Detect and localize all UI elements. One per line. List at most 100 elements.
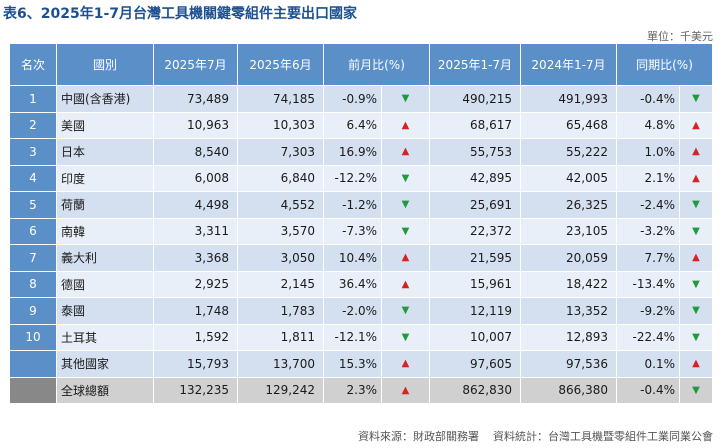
mom-pct-cell: 6.4% <box>323 111 382 139</box>
table-row: 1 中國(含香港) 73,489 74,185 -0.9% ▼ 490,215 491,993… <box>9 85 713 113</box>
yoy-pct-cell: -0.4% <box>616 376 680 404</box>
table-row: 其他國家 15,793 13,700 15.3% ▲ 97,605 97,536 0.1% ▲ <box>9 350 713 378</box>
ytd-2024-cell: 20,059 <box>520 244 617 272</box>
rank-cell: 4 <box>9 164 57 192</box>
country-cell: 中國(含香港) <box>56 85 154 113</box>
down-arrow-icon: ▼ <box>679 217 713 245</box>
down-arrow-icon: ▼ <box>679 191 713 219</box>
down-arrow-icon: ▼ <box>679 297 713 325</box>
yoy-pct-cell: 4.8% <box>616 111 680 139</box>
country-cell: 土耳其 <box>56 323 154 351</box>
up-arrow-icon: ▲ <box>381 270 430 298</box>
header-country: 國別 <box>56 43 154 86</box>
export-table: 名次 國別 2025年7月 2025年6月 前月比(%) 2025年1-7月 2… <box>9 43 713 404</box>
jul-2025-cell: 8,540 <box>153 138 238 166</box>
header-ytd-2025: 2025年1-7月 <box>429 43 521 86</box>
jul-2025-cell: 4,498 <box>153 191 238 219</box>
up-arrow-icon: ▲ <box>381 138 430 166</box>
mom-pct-cell: 10.4% <box>323 244 382 272</box>
ytd-2024-cell: 97,536 <box>520 350 617 378</box>
rank-cell <box>9 350 57 378</box>
down-arrow-icon: ▼ <box>381 297 430 325</box>
rank-cell: 7 <box>9 244 57 272</box>
table-row: 5 荷蘭 4,498 4,552 -1.2% ▼ 25,691 26,325 -2.4% ▼ <box>9 191 713 219</box>
rank-cell: 5 <box>9 191 57 219</box>
table-row: 4 印度 6,008 6,840 -12.2% ▼ 42,895 42,005 2.1% ▲ <box>9 164 713 192</box>
yoy-pct-cell: 7.7% <box>616 244 680 272</box>
rank-cell: 10 <box>9 323 57 351</box>
up-arrow-icon: ▲ <box>381 111 430 139</box>
jul-2025-cell: 6,008 <box>153 164 238 192</box>
up-arrow-icon: ▲ <box>679 164 713 192</box>
mom-pct-cell: -0.9% <box>323 85 382 113</box>
rank-cell: 3 <box>9 138 57 166</box>
source-text: 資料來源：財政部關務署 <box>358 430 479 443</box>
yoy-pct-cell: 0.1% <box>616 350 680 378</box>
table-row: 10 土耳其 1,592 1,811 -12.1% ▼ 10,007 12,893 -22.4%… <box>9 323 713 351</box>
table-row: 6 南韓 3,311 3,570 -7.3% ▼ 22,372 23,105 -3.2% ▼ <box>9 217 713 245</box>
up-arrow-icon: ▲ <box>679 244 713 272</box>
ytd-2024-cell: 26,325 <box>520 191 617 219</box>
ytd-2024-cell: 13,352 <box>520 297 617 325</box>
ytd-2024-cell: 18,422 <box>520 270 617 298</box>
up-arrow-icon: ▲ <box>679 138 713 166</box>
jun-2025-cell: 74,185 <box>237 85 324 113</box>
jul-2025-cell: 15,793 <box>153 350 238 378</box>
rank-cell: 6 <box>9 217 57 245</box>
ytd-2025-cell: 490,215 <box>429 85 521 113</box>
jun-2025-cell: 2,145 <box>237 270 324 298</box>
up-arrow-icon: ▲ <box>381 376 430 404</box>
country-cell: 義大利 <box>56 244 154 272</box>
ytd-2025-cell: 42,895 <box>429 164 521 192</box>
country-cell: 泰國 <box>56 297 154 325</box>
ytd-2025-cell: 862,830 <box>429 376 521 404</box>
up-arrow-icon: ▲ <box>679 111 713 139</box>
country-cell: 日本 <box>56 138 154 166</box>
down-arrow-icon: ▼ <box>381 191 430 219</box>
jul-2025-cell: 10,963 <box>153 111 238 139</box>
jul-2025-cell: 3,368 <box>153 244 238 272</box>
jun-2025-cell: 10,303 <box>237 111 324 139</box>
header-ytd-2024: 2024年1-7月 <box>520 43 617 86</box>
jun-2025-cell: 6,840 <box>237 164 324 192</box>
country-cell: 印度 <box>56 164 154 192</box>
yoy-pct-cell: -2.4% <box>616 191 680 219</box>
ytd-2025-cell: 25,691 <box>429 191 521 219</box>
header-mom: 前月比(%) <box>323 43 430 86</box>
yoy-pct-cell: -13.4% <box>616 270 680 298</box>
mom-pct-cell: -1.2% <box>323 191 382 219</box>
jul-2025-cell: 132,235 <box>153 376 238 404</box>
jul-2025-cell: 1,592 <box>153 323 238 351</box>
yoy-pct-cell: -9.2% <box>616 297 680 325</box>
source-footer: 資料來源：財政部關務署 資料統計：台灣工具機暨零組件工業同業公會 <box>344 428 713 444</box>
header-yoy: 同期比(%) <box>616 43 713 86</box>
country-cell: 美國 <box>56 111 154 139</box>
ytd-2025-cell: 10,007 <box>429 323 521 351</box>
jun-2025-cell: 129,242 <box>237 376 324 404</box>
up-arrow-icon: ▲ <box>381 244 430 272</box>
table-row: 2 美國 10,963 10,303 6.4% ▲ 68,617 65,468 4.8% ▲ <box>9 111 713 139</box>
rank-cell: 2 <box>9 111 57 139</box>
ytd-2025-cell: 55,753 <box>429 138 521 166</box>
country-cell: 南韓 <box>56 217 154 245</box>
ytd-2024-cell: 12,893 <box>520 323 617 351</box>
mom-pct-cell: 36.4% <box>323 270 382 298</box>
table-row: 7 義大利 3,368 3,050 10.4% ▲ 21,595 20,059 7.7% ▲ <box>9 244 713 272</box>
yoy-pct-cell: -22.4% <box>616 323 680 351</box>
jun-2025-cell: 1,811 <box>237 323 324 351</box>
down-arrow-icon: ▼ <box>679 270 713 298</box>
ytd-2025-cell: 15,961 <box>429 270 521 298</box>
mom-pct-cell: 16.9% <box>323 138 382 166</box>
yoy-pct-cell: -3.2% <box>616 217 680 245</box>
jul-2025-cell: 2,925 <box>153 270 238 298</box>
down-arrow-icon: ▼ <box>381 164 430 192</box>
ytd-2024-cell: 55,222 <box>520 138 617 166</box>
down-arrow-icon: ▼ <box>381 217 430 245</box>
jul-2025-cell: 73,489 <box>153 85 238 113</box>
yoy-pct-cell: 1.0% <box>616 138 680 166</box>
ytd-2025-cell: 97,605 <box>429 350 521 378</box>
down-arrow-icon: ▼ <box>679 323 713 351</box>
header-jul-2025: 2025年7月 <box>153 43 238 86</box>
yoy-pct-cell: 2.1% <box>616 164 680 192</box>
rank-cell: 8 <box>9 270 57 298</box>
